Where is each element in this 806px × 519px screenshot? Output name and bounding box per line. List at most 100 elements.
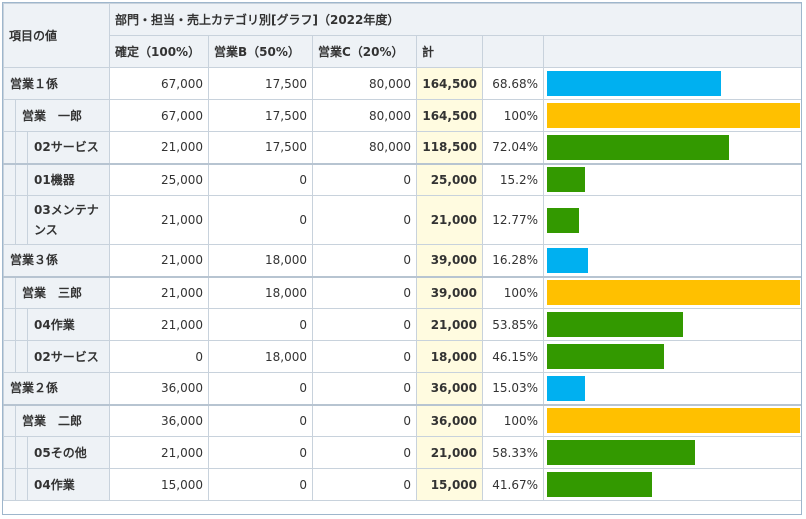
value-ratio: 53.85%: [482, 308, 544, 341]
bar-cell: [542, 244, 801, 277]
col-header-chart: [542, 35, 801, 68]
bar-cell: [542, 195, 801, 245]
table-row: 02サービス 21,000 17,500 80,000 118,500 72.04%: [3, 131, 801, 164]
bar-cell: [542, 468, 801, 501]
indent-guide: [4, 132, 16, 163]
value-sales-c: 0: [312, 403, 417, 437]
value-total: 118,500: [416, 131, 483, 164]
group-title: 部門・担当・売上カテゴリ別[グラフ]（2022年度）: [108, 3, 801, 36]
value-ratio: 68.68%: [482, 67, 544, 100]
value-total: 21,000: [416, 436, 483, 469]
value-confirmed: 15,000: [109, 468, 209, 501]
value-total: 25,000: [416, 162, 483, 196]
value-sales-b: 0: [208, 403, 313, 437]
table-row: 04作業 21,000 0 0 21,000 53.85%: [3, 308, 801, 341]
row-label-cell[interactable]: 営業２係: [3, 372, 110, 405]
value-sales-b: 0: [208, 372, 313, 405]
ratio-bar: [547, 71, 721, 96]
value-confirmed: 21,000: [109, 275, 209, 309]
table-row: 営業 三郎 21,000 18,000 0 39,000 100%: [3, 275, 801, 309]
table-row: 02サービス 0 18,000 0 18,000 46.15%: [3, 340, 801, 373]
row-label-cell[interactable]: 02サービス: [3, 131, 110, 164]
table-row: 01機器 25,000 0 0 25,000 15.2%: [3, 162, 801, 196]
row-label-cell[interactable]: 02サービス: [3, 340, 110, 373]
row-label-cell[interactable]: 04作業: [3, 308, 110, 341]
value-sales-b: 0: [208, 308, 313, 341]
col-header-ratio: [482, 35, 544, 68]
indent-guide: [4, 165, 16, 195]
row-label-cell[interactable]: 営業 一郎: [3, 99, 110, 132]
row-label: 営業２係: [10, 381, 59, 396]
indent-guide: [4, 406, 16, 436]
value-ratio: 15.2%: [482, 162, 544, 196]
indent-guide: [4, 278, 16, 308]
bar-cell: [542, 372, 801, 405]
ratio-bar: [547, 247, 589, 273]
row-label-cell[interactable]: 営業 二郎: [3, 403, 110, 437]
ratio-bar: [547, 103, 801, 128]
col-header-sales-b[interactable]: 営業B（50%）: [208, 35, 313, 68]
value-confirmed: 67,000: [109, 99, 209, 132]
row-label: 02サービス: [34, 140, 99, 155]
col-header-total[interactable]: 計: [416, 35, 483, 68]
value-sales-b: 0: [208, 468, 313, 501]
value-ratio: 46.15%: [482, 340, 544, 373]
row-label-cell[interactable]: 01機器: [3, 162, 110, 196]
value-ratio: 100%: [482, 99, 544, 132]
value-ratio: 15.03%: [482, 372, 544, 405]
row-label: 営業３係: [10, 253, 59, 268]
table-row: 営業 一郎 67,000 17,500 80,000 164,500 100%: [3, 99, 801, 132]
value-total: 164,500: [416, 67, 483, 100]
bar-cell: [542, 436, 801, 469]
indent-guide: [4, 100, 16, 131]
ratio-bar: [547, 207, 580, 233]
value-total: 164,500: [416, 99, 483, 132]
row-label: 営業１係: [10, 76, 59, 91]
value-sales-b: 0: [208, 162, 313, 196]
ratio-bar: [547, 344, 664, 369]
row-label: 営業 一郎: [22, 108, 83, 123]
ratio-bar: [547, 440, 695, 465]
row-label-cell[interactable]: 営業 三郎: [3, 275, 110, 309]
value-ratio: 41.67%: [482, 468, 544, 501]
ratio-bar: [547, 312, 684, 337]
row-label: 04作業: [34, 317, 75, 332]
value-confirmed: 25,000: [109, 162, 209, 196]
value-ratio: 12.77%: [482, 195, 544, 245]
indent-guide: [16, 469, 28, 500]
row-label: 営業 三郎: [22, 285, 83, 300]
indent-guide: [16, 165, 28, 195]
value-sales-b: 17,500: [208, 67, 313, 100]
indent-guide: [16, 196, 28, 244]
value-sales-b: 0: [208, 195, 313, 245]
row-label-cell[interactable]: 営業１係: [3, 67, 110, 100]
table-row: 04作業 15,000 0 0 15,000 41.67%: [3, 468, 801, 501]
row-label-cell[interactable]: 営業３係: [3, 244, 110, 277]
indent-guide: [4, 437, 16, 468]
row-label-cell[interactable]: 05その他: [3, 436, 110, 469]
value-sales-c: 0: [312, 372, 417, 405]
value-sales-c: 0: [312, 436, 417, 469]
table-row: 営業２係 36,000 0 0 36,000 15.03%: [3, 372, 801, 405]
value-confirmed: 67,000: [109, 67, 209, 100]
bar-cell: [542, 403, 801, 437]
row-label-cell[interactable]: 04作業: [3, 468, 110, 501]
table-row: 03メンテナンス 21,000 0 0 21,000 12.77%: [3, 195, 801, 245]
row-label: 02サービス: [34, 349, 99, 364]
col-header-sales-c[interactable]: 営業C（20%）: [312, 35, 417, 68]
ratio-bar: [547, 472, 653, 497]
value-sales-c: 80,000: [312, 67, 417, 100]
value-sales-c: 0: [312, 195, 417, 245]
indent-guide: [16, 341, 28, 372]
value-sales-b: 18,000: [208, 244, 313, 277]
table-row: 営業３係 21,000 18,000 0 39,000 16.28%: [3, 244, 801, 277]
indent-guide: [16, 437, 28, 468]
col-header-confirmed[interactable]: 確定（100%）: [109, 35, 209, 68]
value-sales-b: 18,000: [208, 275, 313, 309]
row-label: 営業 二郎: [22, 413, 83, 428]
value-sales-c: 80,000: [312, 131, 417, 164]
row-label-cell[interactable]: 03メンテナンス: [3, 195, 110, 245]
value-ratio: 72.04%: [482, 131, 544, 164]
value-total: 21,000: [416, 308, 483, 341]
